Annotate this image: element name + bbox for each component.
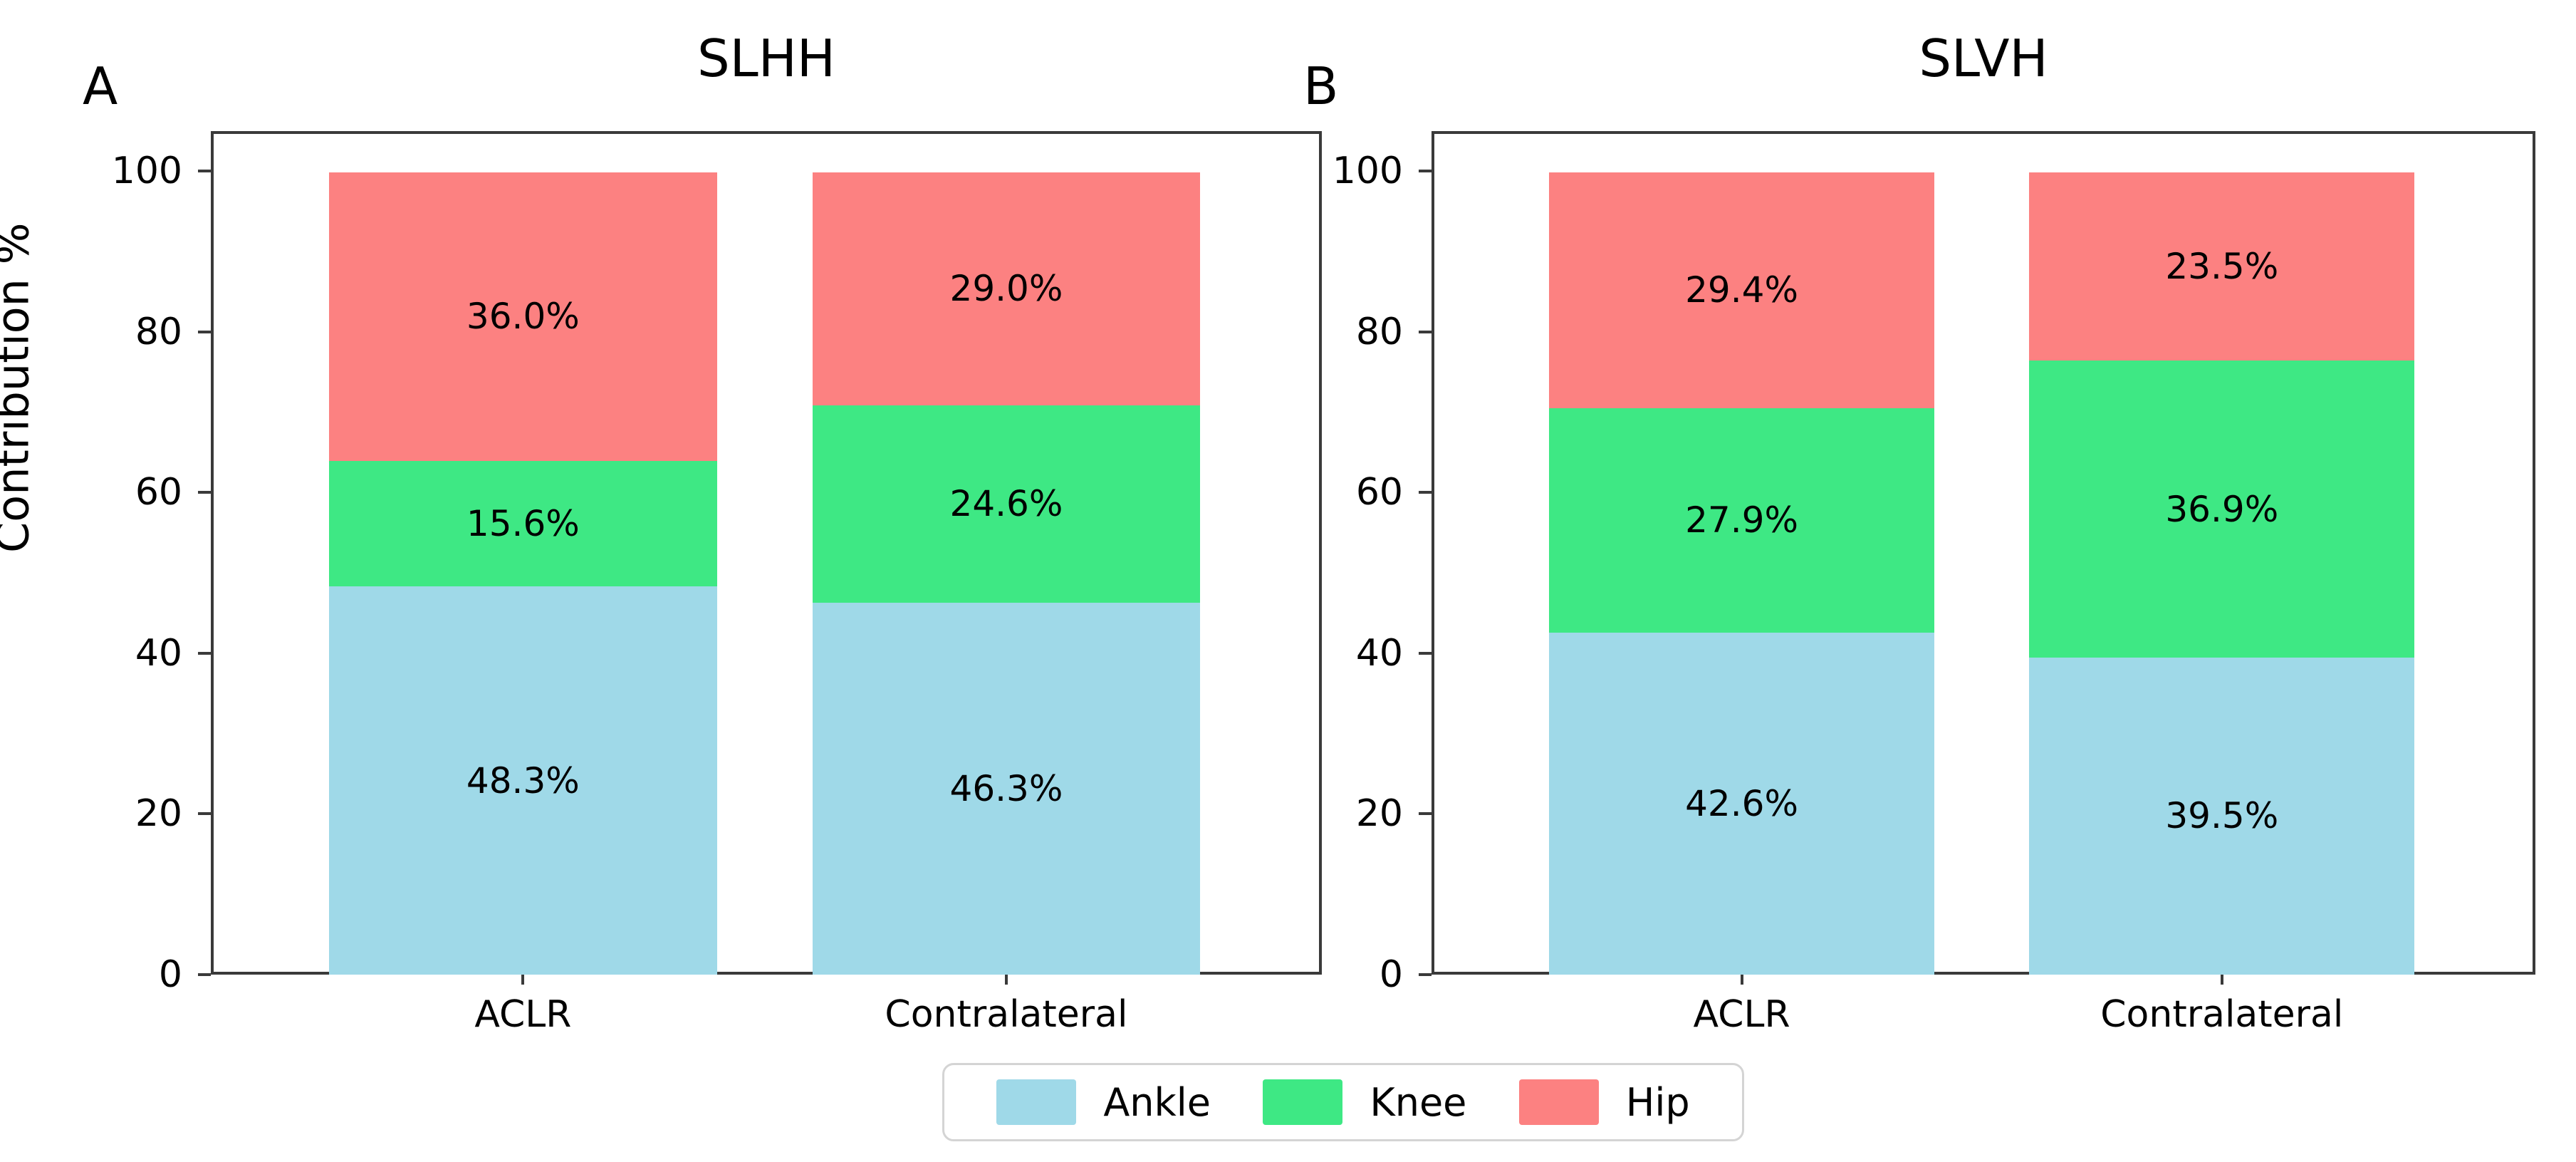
x-tick-label: Contralateral: [885, 993, 1128, 1036]
y-tick-mark: [198, 491, 211, 494]
x-tick-label: ACLR: [474, 993, 572, 1036]
y-tick-label: 60: [1355, 471, 1403, 514]
y-tick-label: 20: [135, 792, 182, 836]
bar-segment-ankle: 48.3%: [329, 586, 717, 975]
y-tick-mark: [198, 973, 211, 976]
legend-label: Ankle: [1103, 1079, 1211, 1125]
legend-entry-knee: Knee: [1263, 1079, 1466, 1125]
bar-segment-value: 39.5%: [2165, 795, 2279, 837]
y-tick-mark: [1419, 491, 1432, 494]
y-tick-mark: [198, 651, 211, 655]
x-tick-label: ACLR: [1693, 993, 1790, 1036]
bar-segment-value: 48.3%: [466, 759, 580, 802]
y-tick-mark: [1419, 973, 1432, 976]
y-tick-label: 60: [135, 471, 182, 514]
bar-segment-knee: 27.9%: [1549, 408, 1934, 633]
y-tick-label: 40: [1355, 631, 1403, 675]
bar-segment-value: 36.0%: [466, 296, 580, 338]
y-tick-mark: [1419, 330, 1432, 333]
bar-segment-value: 36.9%: [2165, 488, 2279, 530]
bar-segment-ankle: 46.3%: [812, 602, 1201, 975]
x-tick-mark: [1740, 975, 1743, 985]
bar-segment-hip: 29.4%: [1549, 172, 1934, 409]
legend-swatch-ankle: [996, 1079, 1077, 1125]
legend-entry-ankle: Ankle: [996, 1079, 1211, 1125]
bar-segment-hip: 36.0%: [329, 172, 717, 462]
bar-segment-knee: 24.6%: [812, 405, 1201, 603]
y-tick-mark: [198, 330, 211, 333]
bar-segment-hip: 23.5%: [2029, 172, 2415, 361]
y-tick-label: 20: [1355, 792, 1403, 836]
bar-segment-value: 15.6%: [466, 503, 580, 545]
y-tick-label: 80: [1355, 310, 1403, 353]
bar-segment-value: 46.3%: [949, 767, 1063, 809]
y-tick-mark: [1419, 170, 1432, 173]
legend-label: Knee: [1370, 1079, 1467, 1125]
bar-segment-knee: 15.6%: [329, 461, 717, 587]
x-tick-label: Contralateral: [2100, 993, 2344, 1036]
bar-segment-knee: 36.9%: [2029, 360, 2415, 658]
legend: Ankle Knee Hip: [942, 1063, 1744, 1141]
y-tick-label: 40: [135, 631, 182, 675]
y-tick-mark: [1419, 651, 1432, 655]
chart-title: SLHH: [697, 28, 836, 88]
bar-segment-value: 24.6%: [949, 483, 1063, 525]
x-tick-mark: [521, 975, 525, 985]
bar-segment-value: 42.6%: [1685, 782, 1798, 824]
bar-segment-value: 27.9%: [1685, 499, 1798, 541]
bar-segment-ankle: 42.6%: [1549, 632, 1934, 975]
panel-letter-a: A: [83, 56, 118, 116]
chart-title: SLVH: [1919, 28, 2048, 88]
y-tick-label: 0: [1379, 953, 1403, 996]
y-tick-label: 80: [135, 310, 182, 353]
bar-segment-value: 23.5%: [2165, 245, 2279, 287]
x-tick-mark: [2220, 975, 2223, 985]
y-tick-label: 0: [158, 953, 182, 996]
legend-entry-hip: Hip: [1518, 1079, 1690, 1125]
legend-swatch-hip: [1518, 1079, 1599, 1125]
y-tick-mark: [198, 170, 211, 173]
bar-segment-ankle: 39.5%: [2029, 657, 2415, 975]
y-tick-mark: [1419, 812, 1432, 816]
legend-label: Hip: [1625, 1079, 1690, 1125]
y-tick-mark: [198, 812, 211, 816]
x-tick-mark: [1004, 975, 1008, 985]
panel-letter-b: B: [1303, 56, 1339, 116]
y-tick-label: 100: [1332, 150, 1403, 193]
legend-swatch-knee: [1263, 1079, 1343, 1125]
bar-segment-value: 29.0%: [949, 268, 1063, 309]
y-tick-label: 100: [111, 150, 182, 193]
bar-segment-value: 29.4%: [1685, 269, 1798, 311]
bar-segment-hip: 29.0%: [812, 172, 1201, 405]
